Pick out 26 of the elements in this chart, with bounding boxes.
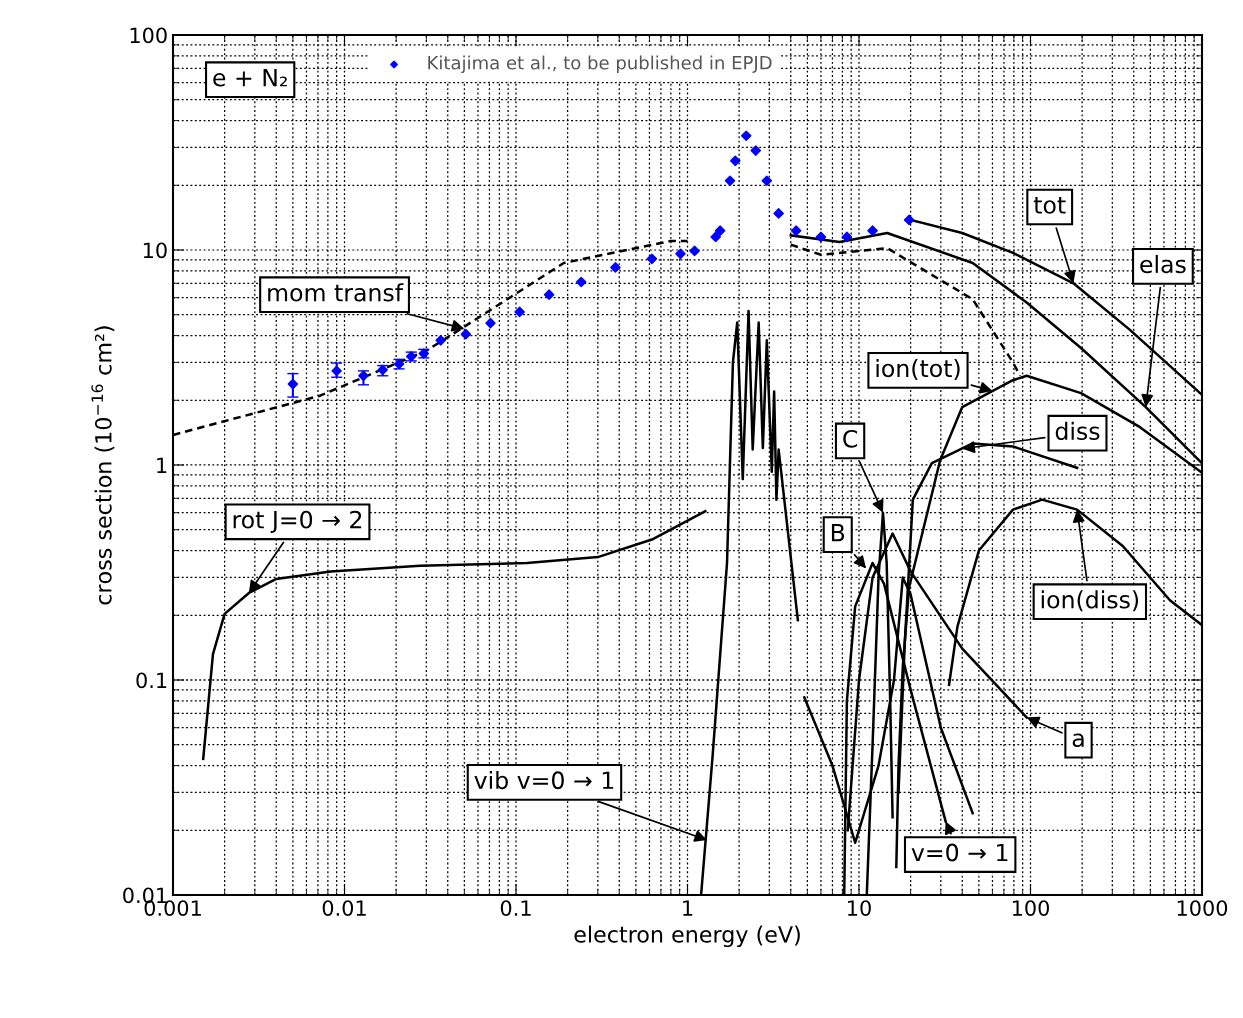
x-tick-label: 0.01 xyxy=(322,900,366,916)
annotation: e + N₂ xyxy=(213,69,287,87)
x-axis-title: electron energy (eV) xyxy=(574,925,800,948)
annotation: C xyxy=(843,429,858,448)
annotation: tot xyxy=(1033,196,1066,214)
annotation: ion(diss) xyxy=(1041,590,1139,612)
annotation: mom transf xyxy=(268,283,404,302)
x-tick-label: 100 xyxy=(1012,900,1049,916)
annotation: diss xyxy=(1055,421,1100,441)
annotation: a xyxy=(1072,733,1084,748)
annotation: v=0 → 1 xyxy=(911,843,1008,862)
legend-label: Kitajima et al., to be published in EPJD xyxy=(428,55,772,74)
y-tick-label: 0.1 xyxy=(136,672,167,689)
x-tick-label: 1000 xyxy=(1177,900,1228,916)
annotation: rot J=0 → 2 xyxy=(233,510,362,533)
y-tick-label: 10 xyxy=(143,242,167,259)
x-tick-label: 0.1 xyxy=(500,900,531,916)
annotation: elas xyxy=(1140,254,1186,274)
y-tick-label: 1 xyxy=(157,457,167,473)
x-tick-label: 10 xyxy=(848,900,871,916)
annotation: ion(tot) xyxy=(876,358,960,381)
annotation: B xyxy=(831,523,845,542)
y-axis-title: cross section (10$^{−16}$ cm²) xyxy=(91,326,115,605)
y-tick-label: 100 xyxy=(130,27,167,44)
x-tick-label: 1 xyxy=(683,900,693,916)
annotation: vib v=0 → 1 xyxy=(474,770,614,790)
